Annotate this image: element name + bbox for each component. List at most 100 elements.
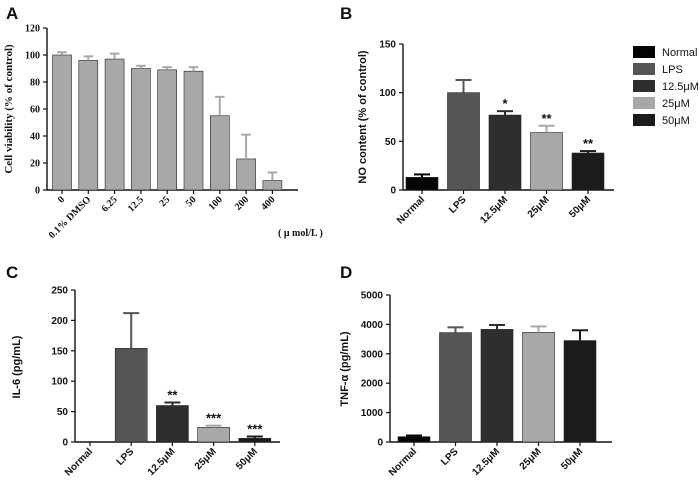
y-tick-label: 100 xyxy=(25,51,40,62)
y-tick-label: 0 xyxy=(377,438,383,449)
x-tick-label: LPS xyxy=(447,194,469,216)
significance-mark: ** xyxy=(167,387,178,402)
legend-swatch xyxy=(633,46,655,58)
x-tick-label: 200 xyxy=(233,194,251,212)
y-tick-label: 120 xyxy=(25,24,40,35)
chart-panel-b: B 0 50 100 150 NO content (% of control) Norma… xyxy=(340,4,614,226)
x-tick-label: 12.5μM xyxy=(146,446,178,478)
bar xyxy=(522,332,555,443)
chart-panel-d: D 0 1000 2000 3000 4000 5000 TNF-α (pg/mL) Norma… xyxy=(339,263,612,478)
significance-mark: ** xyxy=(541,111,552,126)
x-tick-label: Normal xyxy=(387,446,419,478)
x-tick-label: 100 xyxy=(207,194,225,212)
chart-panel-a: A 0 20 40 60 80 100 120 Cell viability (% of con… xyxy=(3,4,323,241)
bar xyxy=(104,58,125,191)
bar xyxy=(131,68,151,191)
bar xyxy=(571,152,605,191)
panel-label: A xyxy=(6,4,18,23)
bar xyxy=(183,70,204,191)
x-tick-label: 50 xyxy=(184,194,199,209)
x-tick-label: 12.5μM xyxy=(478,194,510,226)
y-tick-label: 100 xyxy=(51,377,68,388)
y-tick-label: 1000 xyxy=(361,408,384,419)
significance-mark: ** xyxy=(583,136,594,151)
y-tick-label: 50 xyxy=(385,137,397,148)
legend-swatch xyxy=(633,63,655,75)
bar xyxy=(157,69,177,191)
panel-label: B xyxy=(340,4,352,23)
x-tick-label: 400 xyxy=(259,194,277,212)
x-tick-label: LPS xyxy=(115,446,137,468)
bar xyxy=(262,180,283,191)
legend-swatch xyxy=(633,97,655,109)
y-tick-label: 4000 xyxy=(361,320,384,331)
y-tick-label: 50 xyxy=(57,407,69,418)
x-tick-label: 0 xyxy=(56,194,67,205)
x-tick-label: 50μM xyxy=(234,446,260,472)
bar xyxy=(439,332,472,443)
bar xyxy=(488,114,522,191)
bar xyxy=(530,132,563,191)
bar xyxy=(78,60,99,191)
x-tick-label: 12.5μM xyxy=(470,446,502,478)
x-tick-label: 25μM xyxy=(526,194,552,220)
y-tick-label: 3000 xyxy=(361,349,384,360)
legend-label: Normal xyxy=(662,47,697,59)
legend-swatch xyxy=(633,114,655,126)
x-tick-label: 50μM xyxy=(567,194,593,220)
y-tick-label: 100 xyxy=(379,88,396,99)
significance-mark: *** xyxy=(247,422,263,437)
panel-label: D xyxy=(340,263,352,282)
y-tick-label: 60 xyxy=(30,105,40,116)
legend-label: 25μM xyxy=(662,98,690,110)
y-tick-label: 200 xyxy=(51,316,68,327)
y-tick-label: 0 xyxy=(62,438,68,449)
y-tick-label: 5000 xyxy=(361,291,384,302)
x-unit-label: ( μ mol/L ) xyxy=(278,228,323,239)
x-tick-label: LPS xyxy=(439,446,461,468)
y-tick-label: 250 xyxy=(51,286,68,297)
y-axis-title: TNF-α (pg/mL) xyxy=(339,331,351,407)
chart-panel-c: C 0 50 100 150 200 250 IL-6 (pg/mL) Normal LPS ** 1… xyxy=(6,263,280,478)
bar xyxy=(563,340,597,443)
x-tick-label: 0.1% DMSO xyxy=(47,194,94,241)
panel-label: C xyxy=(6,263,18,282)
legend-label: 12.5μM xyxy=(662,81,699,93)
y-tick-label: 2000 xyxy=(361,379,384,390)
x-tick-label: 12.5 xyxy=(126,194,146,214)
bar xyxy=(156,405,189,443)
y-tick-label: 80 xyxy=(30,78,40,89)
x-tick-label: 25μM xyxy=(193,446,219,472)
y-tick-label: 150 xyxy=(51,346,68,357)
y-axis-title: Cell viability (% of control) xyxy=(3,44,15,174)
y-axis-title: NO content (% of control) xyxy=(357,50,369,184)
bar xyxy=(236,158,256,191)
bar xyxy=(405,177,439,191)
legend-swatch xyxy=(633,80,655,92)
y-tick-label: 0 xyxy=(35,186,40,197)
x-tick-label: 6.25 xyxy=(100,194,120,214)
legend-label: 50μM xyxy=(662,115,690,127)
bar xyxy=(114,348,148,443)
significance-mark: *** xyxy=(206,411,222,426)
x-tick-label: Normal xyxy=(395,194,427,226)
x-tick-label: 25 xyxy=(157,194,172,209)
y-axis-title: IL-6 (pg/mL) xyxy=(11,335,23,398)
y-tick-label: 20 xyxy=(30,159,40,170)
bar xyxy=(238,438,272,443)
significance-mark: * xyxy=(502,96,508,111)
legend-label: LPS xyxy=(662,64,683,76)
legend: Normal LPS 12.5μM 25μM 50μM xyxy=(633,46,699,127)
y-tick-label: 40 xyxy=(30,132,40,143)
bar xyxy=(397,436,431,443)
bar xyxy=(447,92,480,191)
bar xyxy=(480,329,514,443)
bar xyxy=(210,115,230,191)
y-tick-label: 150 xyxy=(379,40,396,51)
bar xyxy=(197,427,230,443)
x-tick-label: Normal xyxy=(63,446,95,478)
bar xyxy=(52,54,72,191)
x-tick-label: 25μM xyxy=(518,446,544,472)
x-tick-label: 50μM xyxy=(559,446,585,472)
